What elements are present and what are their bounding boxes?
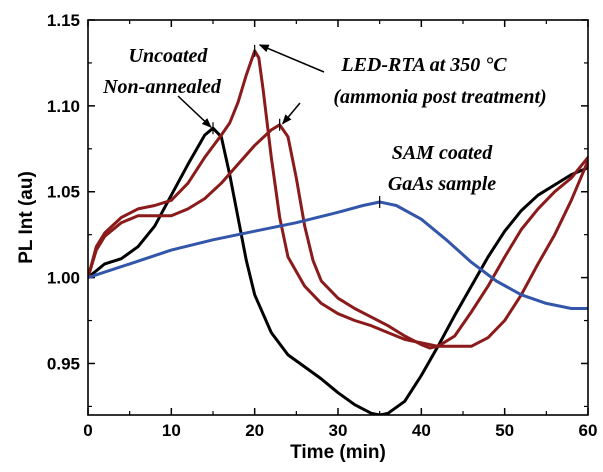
annotation-sam-line2: GaAs sample bbox=[388, 173, 496, 195]
annotation-sam-line1: SAM coated bbox=[392, 142, 494, 164]
y-axis-label: PL Int (au) bbox=[16, 171, 37, 264]
series-line-uncoated bbox=[88, 126, 588, 415]
x-tick-label: 0 bbox=[83, 421, 92, 440]
arrow-uncoated bbox=[177, 95, 212, 128]
annotation-led-line1: LED-RTA at 350 °C bbox=[340, 54, 507, 76]
x-tick-label: 60 bbox=[579, 421, 598, 440]
y-axis-ticks: 0.95 1.00 1.05 1.10 1.15 bbox=[47, 11, 588, 408]
annotation-uncoated-line1: Uncoated bbox=[129, 45, 209, 67]
x-tick-label: 40 bbox=[412, 421, 431, 440]
y-tick-label: 0.95 bbox=[47, 354, 80, 373]
x-tick-label: 30 bbox=[329, 421, 348, 440]
x-tick-label: 10 bbox=[162, 421, 181, 440]
x-tick-label: 50 bbox=[495, 421, 514, 440]
series-group bbox=[88, 49, 588, 415]
y-tick-label: 1.10 bbox=[47, 97, 80, 116]
annotation-led-line2: (ammonia post treatment) bbox=[333, 86, 546, 108]
y-tick-label: 1.15 bbox=[47, 11, 80, 30]
plot-frame bbox=[87, 19, 589, 416]
annotation-arrows bbox=[177, 44, 325, 128]
arrow-led-1 bbox=[258, 44, 325, 73]
series-line-led-rta-1 bbox=[88, 49, 588, 348]
x-tick-label: 20 bbox=[245, 421, 264, 440]
series-line-sam-coated bbox=[88, 200, 588, 310]
series-line-led-rta-2 bbox=[88, 123, 588, 350]
y-tick-label: 1.00 bbox=[47, 269, 80, 288]
y-tick-label: 1.05 bbox=[47, 183, 80, 202]
peak-markers bbox=[212, 44, 381, 209]
annotation-uncoated-line2: Non-annealed bbox=[102, 76, 222, 98]
arrow-led-2 bbox=[282, 102, 301, 125]
x-axis-label: Time (min) bbox=[290, 442, 386, 463]
x-axis-ticks: 0 10 20 30 40 50 60 bbox=[83, 20, 597, 440]
